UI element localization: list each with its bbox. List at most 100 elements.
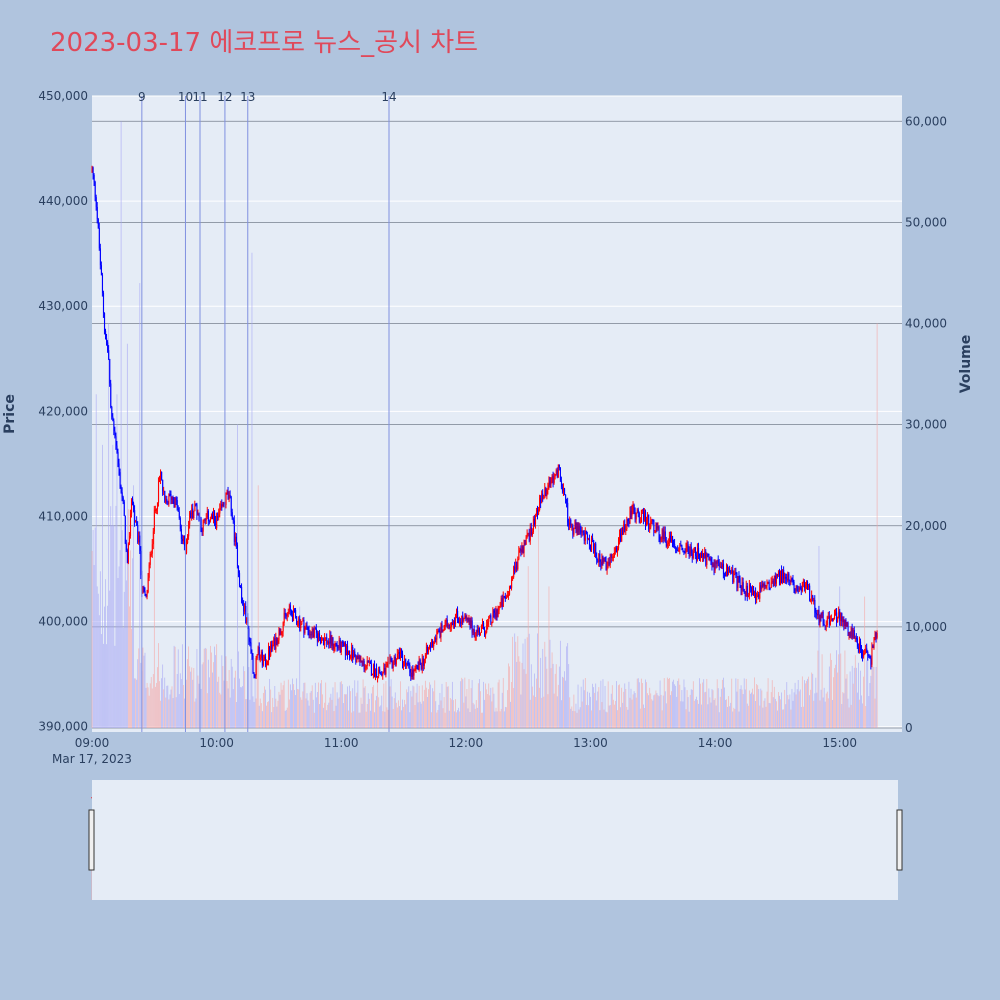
volume-bar xyxy=(806,680,807,728)
candle-body xyxy=(822,611,824,625)
volume-bar xyxy=(605,711,607,728)
candle-body xyxy=(720,566,722,569)
volume-bar xyxy=(809,695,811,728)
volume-bar xyxy=(788,699,790,728)
volume-bar xyxy=(301,699,303,728)
volume-bar xyxy=(720,688,722,728)
volume-bar xyxy=(125,580,127,728)
volume-bar xyxy=(241,687,242,728)
candle-body xyxy=(731,569,733,574)
volume-bar xyxy=(368,698,370,728)
candle-body xyxy=(477,627,479,633)
volume-bar xyxy=(674,684,676,728)
volume-bar xyxy=(485,683,487,728)
volume-bar xyxy=(175,697,177,728)
volume-bar xyxy=(620,707,622,728)
volume-bar xyxy=(118,566,120,728)
candle-body xyxy=(630,510,632,516)
volume-bar xyxy=(142,647,144,728)
volume-bar xyxy=(557,684,559,728)
candle-body xyxy=(840,613,842,622)
volume-bar xyxy=(612,699,614,728)
volume-bar xyxy=(177,649,179,728)
volume-bar xyxy=(826,691,828,728)
volume-bar xyxy=(561,700,562,728)
candle-body xyxy=(508,594,510,597)
candle-body xyxy=(498,606,500,611)
volume-bar xyxy=(297,688,299,728)
volume-bar xyxy=(549,639,551,728)
candle-body xyxy=(652,519,654,522)
volume-bar xyxy=(593,687,595,728)
candle-body xyxy=(789,580,791,583)
candle-body xyxy=(204,519,206,521)
candle-body xyxy=(437,630,439,632)
candle-body xyxy=(847,622,849,635)
volume-bar xyxy=(472,702,474,728)
candle-body xyxy=(467,617,469,622)
volume-bar xyxy=(188,646,190,728)
candle-body xyxy=(816,613,818,616)
candle-body xyxy=(369,661,371,664)
candle-body xyxy=(422,658,424,666)
candle-body xyxy=(685,547,687,554)
candle-body xyxy=(316,633,318,642)
candle-body xyxy=(705,551,707,565)
volume-bar xyxy=(827,698,829,728)
candle-body xyxy=(681,545,683,550)
candle-body xyxy=(200,518,202,531)
candle-body xyxy=(851,628,853,638)
volume-bar xyxy=(650,693,652,728)
volume-bar xyxy=(110,506,112,728)
candle-body xyxy=(669,535,671,543)
candle-body xyxy=(744,591,746,597)
volume-bar xyxy=(214,646,215,728)
volume-bar xyxy=(253,701,255,728)
candle-body xyxy=(157,502,159,510)
volume-bar xyxy=(742,694,744,728)
volume-bar xyxy=(731,678,733,728)
volume-bar xyxy=(318,682,319,728)
candle-body xyxy=(144,590,146,596)
candle-body xyxy=(262,659,264,666)
volume-bar xyxy=(532,695,534,728)
volume-bar xyxy=(419,701,421,728)
candle-body xyxy=(639,522,641,524)
volume-bar xyxy=(288,699,290,728)
volume-bar xyxy=(632,694,634,728)
candle-body xyxy=(770,582,772,589)
volume-bar xyxy=(383,683,385,728)
candle-body xyxy=(410,672,412,677)
candle-body xyxy=(258,647,260,658)
candle-body xyxy=(806,581,808,586)
candle-body xyxy=(813,599,815,602)
candle-body xyxy=(808,585,810,588)
rangeslider-handle-right[interactable] xyxy=(896,809,903,871)
volume-bar xyxy=(839,586,841,728)
volume-bar xyxy=(773,686,775,728)
volume-bar xyxy=(516,661,518,728)
volume-bar xyxy=(689,694,691,728)
volume-bar xyxy=(320,683,321,728)
candle-body xyxy=(584,530,586,541)
candle-body xyxy=(601,556,603,566)
candle-body xyxy=(348,650,350,655)
candle-body xyxy=(845,620,847,627)
candle-body xyxy=(312,628,314,638)
candle-body xyxy=(738,576,740,579)
rangeslider-handle-left[interactable] xyxy=(88,809,95,871)
candle-body xyxy=(278,628,280,641)
candle-body xyxy=(343,642,345,647)
candle-body xyxy=(274,638,276,650)
volume-bar xyxy=(838,654,840,728)
candle-body xyxy=(494,612,496,618)
volume-bar xyxy=(526,637,528,728)
candle-body xyxy=(606,565,608,570)
candle-body xyxy=(266,662,268,666)
volume-bar xyxy=(565,680,566,728)
candle-body xyxy=(495,610,497,618)
volume-bar xyxy=(380,705,382,728)
volume-bar xyxy=(491,701,493,728)
candle-body xyxy=(790,578,792,581)
candle-body xyxy=(531,532,533,536)
